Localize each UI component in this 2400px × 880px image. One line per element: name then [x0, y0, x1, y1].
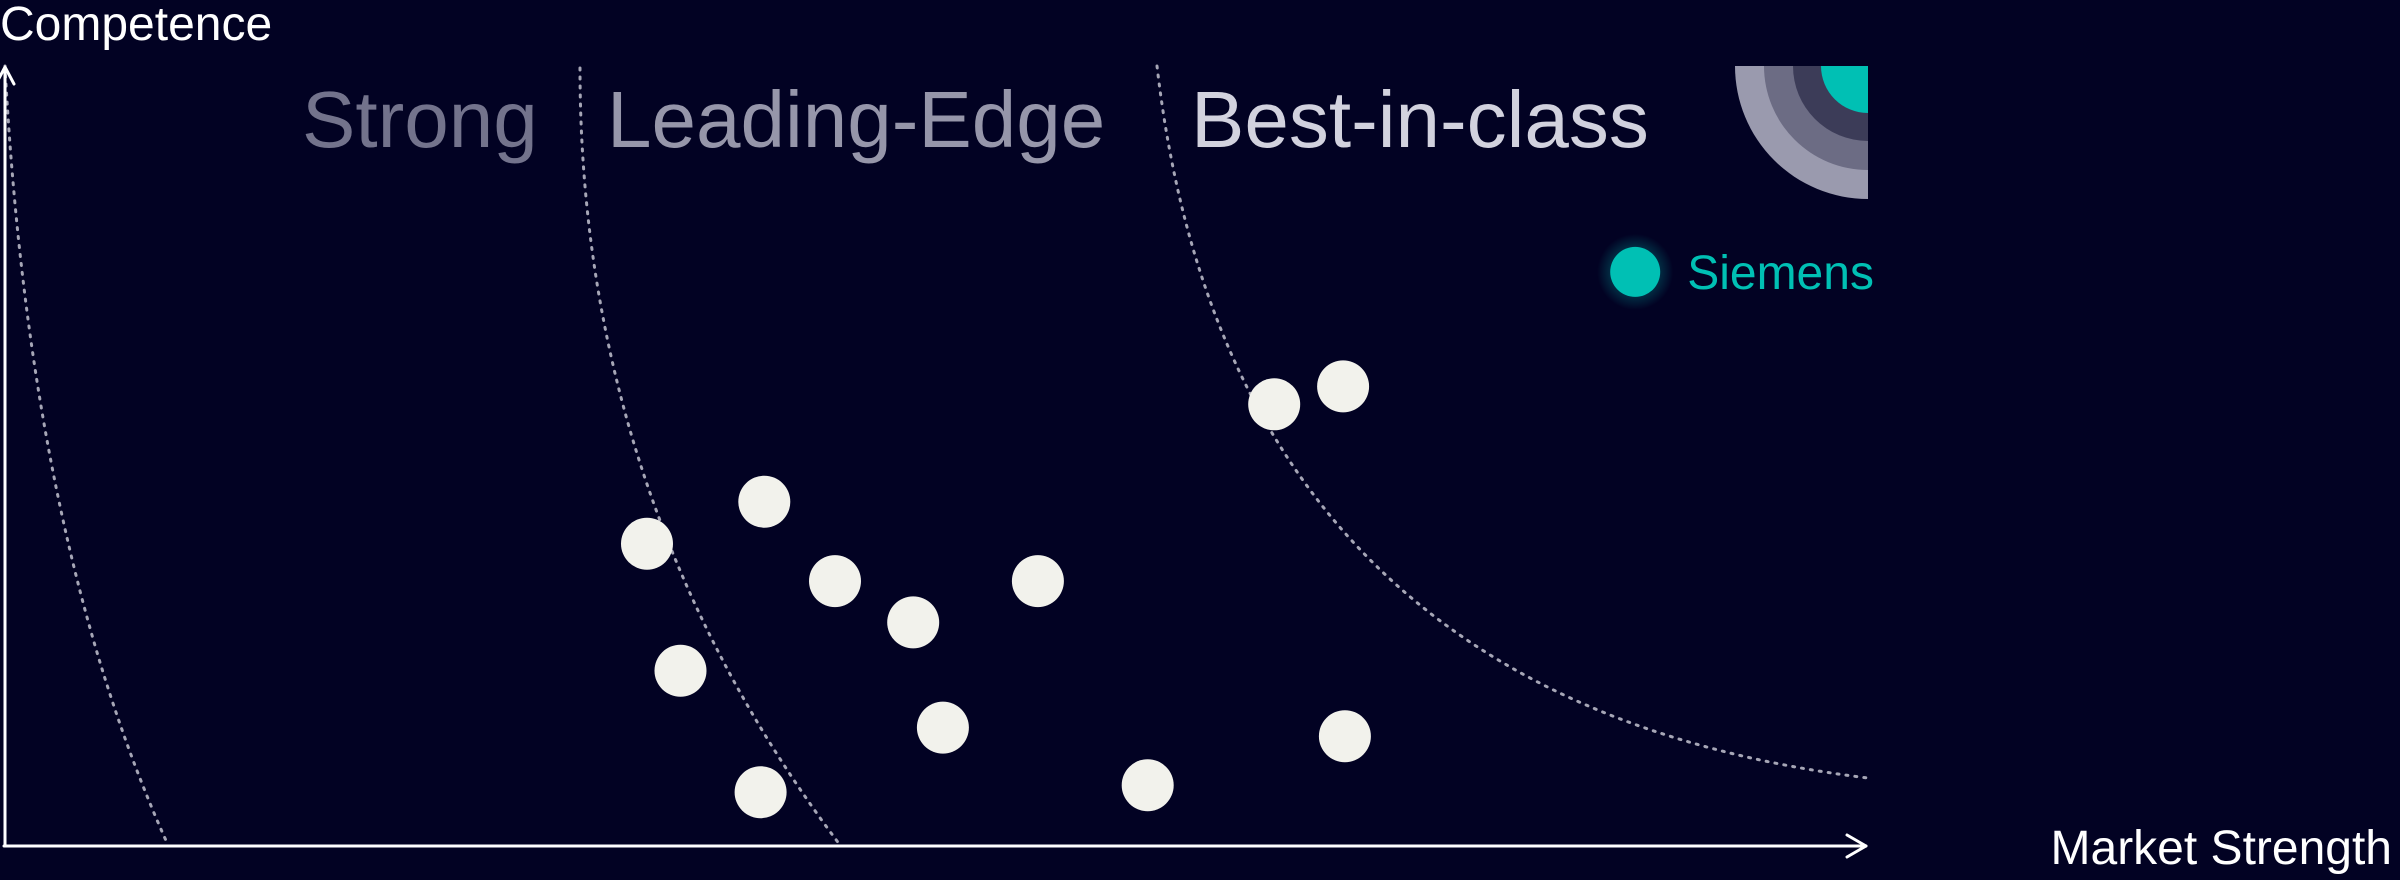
data-point-2 [738, 475, 791, 528]
data-point-4 [887, 596, 940, 649]
data-point-11 [1317, 360, 1370, 413]
zone-boundary-strong [3, 64, 170, 847]
highlight-point-siemens [1610, 246, 1661, 297]
data-point-5 [1011, 555, 1064, 608]
highlight-point-group: Siemens [1597, 233, 1874, 310]
corner-target-icon [1735, 66, 1868, 199]
y-axis-title: Competence [0, 0, 272, 51]
data-point-7 [916, 701, 969, 754]
data-point-10 [1248, 378, 1301, 431]
highlight-label-siemens: Siemens [1687, 247, 1874, 300]
data-point-6 [654, 644, 707, 697]
zone-label-strong: Strong [302, 75, 538, 164]
corner-ring-core [1821, 66, 1868, 113]
data-point-1 [621, 517, 673, 570]
zone-boundary-best-in-class [1155, 64, 1870, 780]
x-axis-arrowhead [1845, 833, 1868, 859]
data-points [621, 360, 1371, 819]
y-axis-arrowhead [0, 65, 16, 86]
data-point-8 [734, 766, 787, 819]
data-point-12 [1318, 710, 1371, 763]
zone-label-leading-edge: Leading-Edge [607, 75, 1105, 164]
axes [0, 65, 1868, 859]
zone-boundary-leading-edge [578, 66, 842, 847]
x-axis-title: Market Strength [2051, 822, 2392, 875]
zone-label-best-in-class: Best-in-class [1191, 75, 1649, 164]
data-point-9 [1121, 759, 1174, 812]
data-point-3 [809, 555, 861, 608]
